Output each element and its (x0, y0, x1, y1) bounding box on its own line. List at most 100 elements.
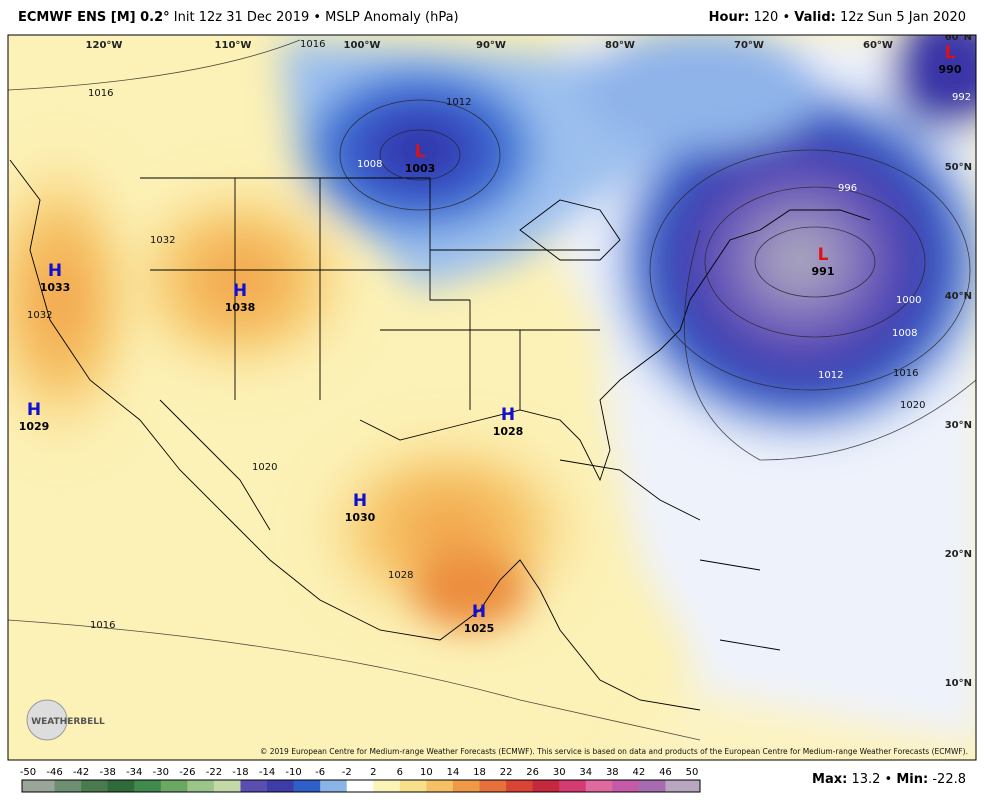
contour-label: 1032 (27, 310, 52, 321)
colorbar-cell (320, 780, 348, 792)
colorbar-tick: 46 (659, 767, 672, 778)
contour-label: 1016 (90, 620, 115, 631)
colorbar-tick: 6 (397, 767, 403, 778)
high-symbol: H (233, 281, 247, 301)
low-symbol: L (415, 142, 426, 162)
colorbar-frame (21, 779, 701, 793)
lat-label: 40°N (945, 291, 972, 302)
colorbar-tick: 30 (553, 767, 566, 778)
isobars (8, 39, 976, 741)
colorbar-cell (665, 780, 693, 792)
footer: -50 -46 -42 -38 -34 -30 -26 -22 -18 -14 -10 -6 -2 2 6 1… (0, 762, 984, 808)
colorbar-cell (585, 780, 613, 792)
colorbar-tick: -10 (285, 767, 301, 778)
colorbar-tick: -38 (100, 767, 116, 778)
colorbar-cell (240, 780, 268, 792)
colorbar-cell (187, 780, 215, 792)
colorbar-tick: 2 (370, 767, 376, 778)
field: 120°W 110°W 100°W 90°W 80°W 70°W 60°W 60… (8, 35, 976, 760)
lon-label: 70°W (734, 40, 764, 51)
colorbar-tick: 18 (473, 767, 486, 778)
colorbar-tick: 14 (447, 767, 460, 778)
contour-label: 1020 (900, 400, 925, 411)
valid: 12z Sun 5 Jan 2020 (839, 10, 966, 25)
coastlines (9, 159, 871, 711)
contour-label: 1016 (300, 39, 325, 50)
lat-label: 20°N (945, 549, 972, 560)
lat-label: 30°N (945, 420, 972, 431)
hour: 120 (753, 10, 779, 25)
contour-label: 1000 (896, 295, 921, 306)
low-value: 991 (812, 265, 835, 278)
high-value: 1033 (40, 281, 71, 294)
colorbar-cell (28, 780, 56, 792)
high-value: 1025 (464, 622, 495, 635)
colorbar-cell (638, 780, 666, 792)
map-frame (7, 34, 977, 761)
max: 13.2 (851, 772, 881, 787)
lon-label: 120°W (86, 40, 123, 51)
colorbar-cell (346, 780, 374, 792)
colorbar-cell (426, 780, 454, 792)
colorbar-cell (134, 780, 162, 792)
colorbar-tick: 22 (500, 767, 513, 778)
contour-label: 992 (952, 92, 971, 103)
colorbar-cell (479, 780, 507, 792)
low-symbol: L (818, 245, 829, 265)
logo-mark (26, 699, 68, 741)
colorbar-tick: 50 (686, 767, 699, 778)
colorbar-tick: -26 (179, 767, 195, 778)
colorbar-tick: -18 (232, 767, 248, 778)
low-value: 1003 (405, 162, 436, 175)
contour-label: 1008 (892, 328, 917, 339)
sep: • (782, 10, 791, 25)
low-value: 990 (939, 63, 962, 76)
credit: © 2019 European Centre for Medium-range … (260, 747, 968, 756)
contour-label: 1016 (88, 88, 113, 99)
colorbar-cell (213, 780, 241, 792)
min: -22.8 (932, 772, 966, 787)
colorbar-cell (506, 780, 534, 792)
colorbar-tick: -6 (315, 767, 325, 778)
colorbar-tick: -42 (73, 767, 89, 778)
high-symbol: H (353, 491, 367, 511)
colorbar-cell (160, 780, 188, 792)
high-symbol: H (501, 405, 515, 425)
contour-label: 1012 (446, 97, 471, 108)
colorbar-tick: -50 (20, 767, 36, 778)
lon-label: 90°W (476, 40, 506, 51)
colorbar: -50 -46 -42 -38 -34 -30 -26 -22 -18 -14 -10 -6 -2 2 6 1… (20, 767, 701, 793)
high-value: 1030 (345, 511, 376, 524)
stats: Max: 13.2 • Min: -22.8 (812, 772, 966, 787)
colorbar-end (692, 780, 700, 792)
min-key: Min: (896, 772, 929, 787)
contour-label: 996 (838, 183, 857, 194)
colorbar-cell (293, 780, 321, 792)
high-value: 1038 (225, 301, 256, 314)
colorbar-tick: 42 (633, 767, 646, 778)
sep: • (884, 772, 893, 787)
colorbar-cell (81, 780, 109, 792)
max-key: Max: (812, 772, 848, 787)
lat-label: 50°N (945, 162, 972, 173)
colorbar-tick: -30 (153, 767, 169, 778)
valid-key: Valid: (794, 10, 836, 25)
colorbar-cell (559, 780, 587, 792)
colorbar-cell (373, 780, 401, 792)
colorbar-tick: 10 (420, 767, 433, 778)
colorbar-cell (267, 780, 295, 792)
map: 120°W 110°W 100°W 90°W 80°W 70°W 60°W 60… (7, 34, 977, 761)
colorbar-cell (532, 780, 560, 792)
high-symbol: H (472, 602, 486, 622)
colorbar-cell (54, 780, 82, 792)
colorbar-cell (452, 780, 481, 792)
colorbar-tick: -2 (342, 767, 352, 778)
lon-label: 110°W (215, 40, 252, 51)
contour-label: 1020 (252, 462, 277, 473)
lon-label: 80°W (605, 40, 635, 51)
high-symbol: H (48, 261, 62, 281)
high-value: 1029 (19, 420, 50, 433)
colorbar-tick: -14 (259, 767, 275, 778)
colorbar-tick: -46 (46, 767, 62, 778)
hour-key: Hour: (708, 10, 750, 25)
